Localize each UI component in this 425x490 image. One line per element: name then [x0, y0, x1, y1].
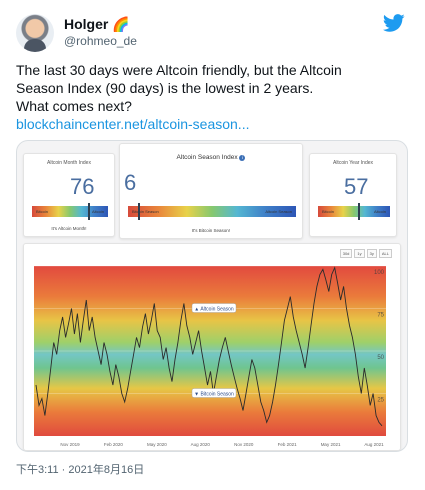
tweet-header: Holger 🌈 @rohmeo_de	[16, 12, 409, 54]
author-handle[interactable]: @rohmeo_de	[64, 34, 137, 48]
altcoin-season-chart[interactable]: 30d 1y 3y ALL 25 50 75 100	[23, 243, 401, 451]
y-tick-label-25: 25	[377, 398, 384, 404]
attached-image-card[interactable]: Altcoin Month Index 76 Bitcoin Altcoin I…	[16, 140, 408, 452]
range-all-button[interactable]: ALL	[378, 249, 392, 258]
x-tick-label: Nov 2020	[234, 442, 254, 447]
chart-svg: 25 50 75 100 ▲ Altcoin Season ▼ Bitcoin Seas…	[34, 265, 386, 447]
month-panel-caption: It's Altcoin Month!	[51, 226, 87, 231]
x-tick-labels: Nov 2019 Feb 2020 May 2020 Aug 2020 Nov 2020…	[60, 442, 384, 447]
tweet-link[interactable]: blockchaincenter.net/altcoin-season...	[16, 116, 250, 132]
x-tick-label: Aug 2021	[364, 442, 384, 447]
author-name-text[interactable]: Holger	[64, 16, 109, 32]
year-index-bar: Bitcoin Altcoin	[318, 203, 390, 220]
tweet-line-2: Season Index (90 days) is the lowest in …	[16, 80, 314, 96]
y-tick-label-100: 100	[374, 270, 385, 276]
tweet-timestamp[interactable]: 下午3:11 · 2021年8月16日	[16, 464, 145, 476]
author-name[interactable]: Holger 🌈	[64, 16, 130, 33]
series-line-group	[35, 266, 383, 427]
annotations-group: ▲ Altcoin Season ▼ Bitcoin Season	[191, 303, 237, 398]
y-grid: 25 50 75 100	[34, 265, 386, 404]
month-index-value: 76	[70, 174, 95, 199]
range-30d-button[interactable]: 30d	[339, 249, 353, 258]
x-tick-label: Feb 2021	[278, 442, 298, 447]
season-panel-caption: It's Bitcoin Season!	[191, 228, 231, 233]
annotation-box	[191, 388, 237, 398]
month-index-bar: Bitcoin Altcoin	[32, 203, 108, 220]
altcoin-year-panel: Altcoin Year Index 57 Bitcoin Altcoin	[309, 153, 397, 237]
year-bar-right-label: Altcoin	[373, 209, 386, 214]
y-tick-label-75: 75	[377, 313, 384, 319]
rainbow-emoji: 🌈	[112, 16, 130, 32]
month-panel-title: Altcoin Month Index	[47, 160, 91, 166]
range-3y-button[interactable]: 3y	[366, 249, 377, 258]
season-index-value: 6	[124, 170, 137, 195]
series-line	[35, 266, 383, 427]
altcoin-season-panel: Altcoin Season Index i 6 Bitcoin Season …	[119, 143, 303, 239]
x-tick-label: Aug 2020	[191, 442, 211, 447]
season-level-marker	[137, 203, 140, 220]
month-bar-right-label: Altcoin	[91, 209, 104, 214]
annotation-box	[191, 303, 237, 313]
twitter-bird-icon[interactable]	[383, 12, 405, 34]
info-icon[interactable]: i	[239, 155, 246, 161]
avatar[interactable]	[16, 14, 54, 52]
year-level-marker	[357, 203, 360, 220]
tweet-body: The last 30 days were Altcoin friendly, …	[16, 61, 408, 133]
tweet-line-3: What comes next?	[16, 98, 132, 114]
time-range-buttons: 30d 1y 3y ALL	[339, 249, 392, 258]
season-bar-left-label: Bitcoin Season	[132, 209, 159, 214]
x-tick-label: May 2020	[147, 442, 167, 447]
season-index-bar: Bitcoin Season Altcoin Season	[128, 203, 296, 220]
altcoin-month-panel: Altcoin Month Index 76 Bitcoin Altcoin I…	[23, 153, 115, 237]
annotation-label: ▼ Bitcoin Season	[194, 392, 234, 398]
season-title-text: Altcoin Season Index	[176, 154, 238, 161]
season-panel-title: Altcoin Season Index i	[120, 154, 302, 161]
season-bar-right-label: Altcoin Season	[265, 209, 292, 214]
year-bar-left-label: Bitcoin	[322, 209, 335, 214]
x-tick-label: May 2021	[321, 442, 341, 447]
range-1y-button[interactable]: 1y	[354, 249, 365, 258]
x-tick-label: Feb 2020	[104, 442, 124, 447]
y-tick-label-50: 50	[377, 355, 384, 361]
year-panel-title: Altcoin Year Index	[332, 160, 374, 166]
annotation-label: ▲ Altcoin Season	[194, 307, 234, 313]
tweet-line-1: The last 30 days were Altcoin friendly, …	[16, 62, 342, 78]
month-bar-left-label: Bitcoin	[36, 209, 49, 214]
month-level-marker	[88, 203, 91, 220]
x-tick-label: Nov 2019	[60, 442, 80, 447]
year-index-value: 57	[344, 174, 369, 199]
